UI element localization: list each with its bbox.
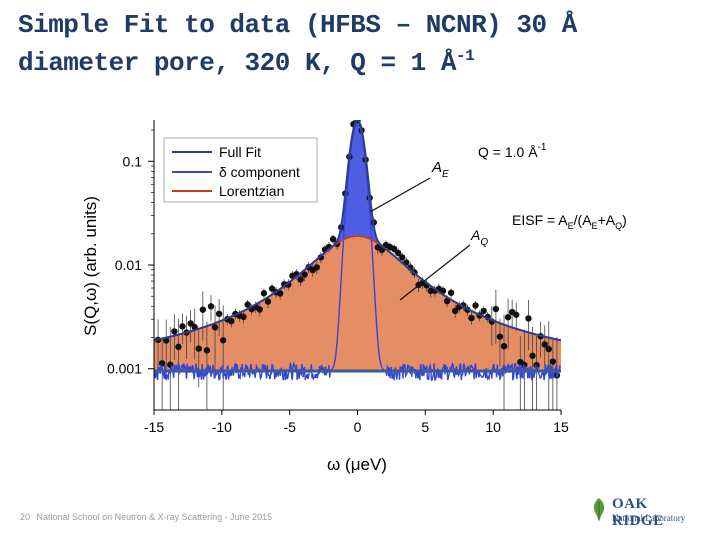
axes-layer: -15 -10 -5 0 5 10 15 0.001 0.01 0.1 [107, 129, 569, 435]
data-point [171, 328, 178, 335]
data-point [276, 290, 284, 297]
x-tick-label: 0 [354, 419, 362, 435]
title-line-2-main: diameter pore, 320 K, Q = 1 Å [18, 48, 456, 78]
data-point [549, 358, 557, 365]
data-point [211, 324, 219, 331]
data-point [240, 313, 247, 321]
logo-line-1: OAK RIDGE [612, 496, 664, 529]
footer: 20 National School on Neutron & X-ray Sc… [20, 512, 272, 522]
data-point [264, 298, 272, 305]
oak-leaf-icon [593, 498, 605, 522]
ae-arrow [369, 177, 431, 213]
page-number: 20 [20, 512, 31, 522]
x-tick-label: 5 [421, 419, 429, 435]
data-point [472, 302, 479, 309]
footer-text: National School on Neutron & X-ray Scatt… [36, 512, 273, 522]
data-point [447, 289, 455, 296]
eisf-sub-3: Q [615, 221, 622, 231]
data-point [545, 345, 552, 353]
aq-label: AQ [470, 227, 488, 248]
data-point [195, 345, 202, 352]
eisf-formula-end: ) [622, 212, 627, 228]
slide-title: Simple Fit to data (HFBS – NCNR) 30 Å di… [18, 10, 708, 79]
data-point [529, 352, 536, 359]
q-label: Q = 1.0 Å-1 [478, 142, 547, 160]
y-tick-label: 0.01 [115, 257, 142, 273]
data-point [480, 307, 487, 315]
legend: Full Fit δ component Lorentzian [163, 137, 318, 203]
ae-label: AE [431, 159, 449, 180]
data-point [179, 323, 186, 330]
legend-label-delta: δ component [219, 164, 300, 180]
data-point [199, 306, 207, 313]
eisf-formula-mid: /(A [574, 212, 593, 228]
data-point [395, 249, 402, 257]
x-tick-label: -5 [283, 419, 296, 435]
data-point [443, 297, 451, 305]
legend-label-full-fit: Full Fit [219, 144, 261, 160]
title-line-2-sup: -1 [455, 47, 475, 65]
data-point [500, 342, 508, 350]
eisf-formula: EISF = AE/(AE+AQ) [512, 212, 627, 231]
lorentzian-area [154, 236, 561, 372]
data-point [451, 307, 459, 315]
data-point [301, 271, 308, 278]
data-point [329, 235, 337, 243]
data-point [468, 314, 475, 322]
x-tick-label: -15 [144, 419, 164, 435]
data-point [175, 343, 182, 351]
data-point [207, 303, 215, 310]
title-line-1: Simple Fit to data (HFBS – NCNR) 30 Å [18, 10, 577, 40]
data-point [513, 311, 520, 318]
eisf-sub-2: E [592, 221, 598, 231]
ae-label-text: A [431, 159, 442, 176]
data-point [297, 276, 304, 283]
data-point [244, 301, 251, 308]
data-point [228, 317, 235, 325]
data-point [260, 290, 268, 297]
title-line-2: diameter pore, 320 K, Q = 1 Å-1 [18, 41, 708, 79]
x-tick-label: 15 [553, 419, 569, 435]
data-point [390, 245, 398, 253]
aq-label-text: A [470, 227, 480, 243]
x-tick-label: 10 [485, 419, 501, 435]
data-point [541, 341, 548, 348]
data-point [256, 306, 264, 313]
aq-arrow [399, 244, 471, 301]
data-point [492, 305, 500, 313]
fit-lines-layer [154, 120, 561, 382]
data-point [496, 333, 504, 340]
y-tick-label: 0.001 [107, 361, 142, 377]
logo-line-2: National Laboratory [612, 513, 686, 523]
q-label-sup: -1 [538, 142, 547, 153]
full-fit-line [154, 120, 561, 342]
y-tick-label: 0.1 [123, 153, 143, 169]
data-point [219, 337, 227, 344]
eisf-formula-plus: +A [598, 212, 616, 228]
data-point [187, 320, 194, 327]
y-axis-title: S(Q,ω) (arb. units) [81, 196, 100, 336]
eisf-formula-start: EISF = A [512, 212, 568, 228]
data-point [525, 315, 532, 322]
x-axis-title: ω (μeV) [327, 455, 387, 474]
ornl-logo: OAK RIDGE National Laboratory [588, 496, 698, 529]
x-tick-label: -10 [212, 419, 232, 435]
data-point [203, 347, 211, 354]
eisf-sub-1: E [568, 221, 574, 231]
aq-label-sub: Q [480, 237, 488, 248]
data-point [399, 254, 406, 261]
data-point [521, 361, 528, 369]
data-point [215, 310, 223, 318]
legend-label-lorentzian: Lorentzian [219, 183, 284, 199]
data-point [313, 264, 320, 271]
data-point [504, 314, 512, 321]
q-label-text: Q = 1.0 Å [478, 144, 538, 160]
ae-label-sub: E [442, 169, 449, 180]
